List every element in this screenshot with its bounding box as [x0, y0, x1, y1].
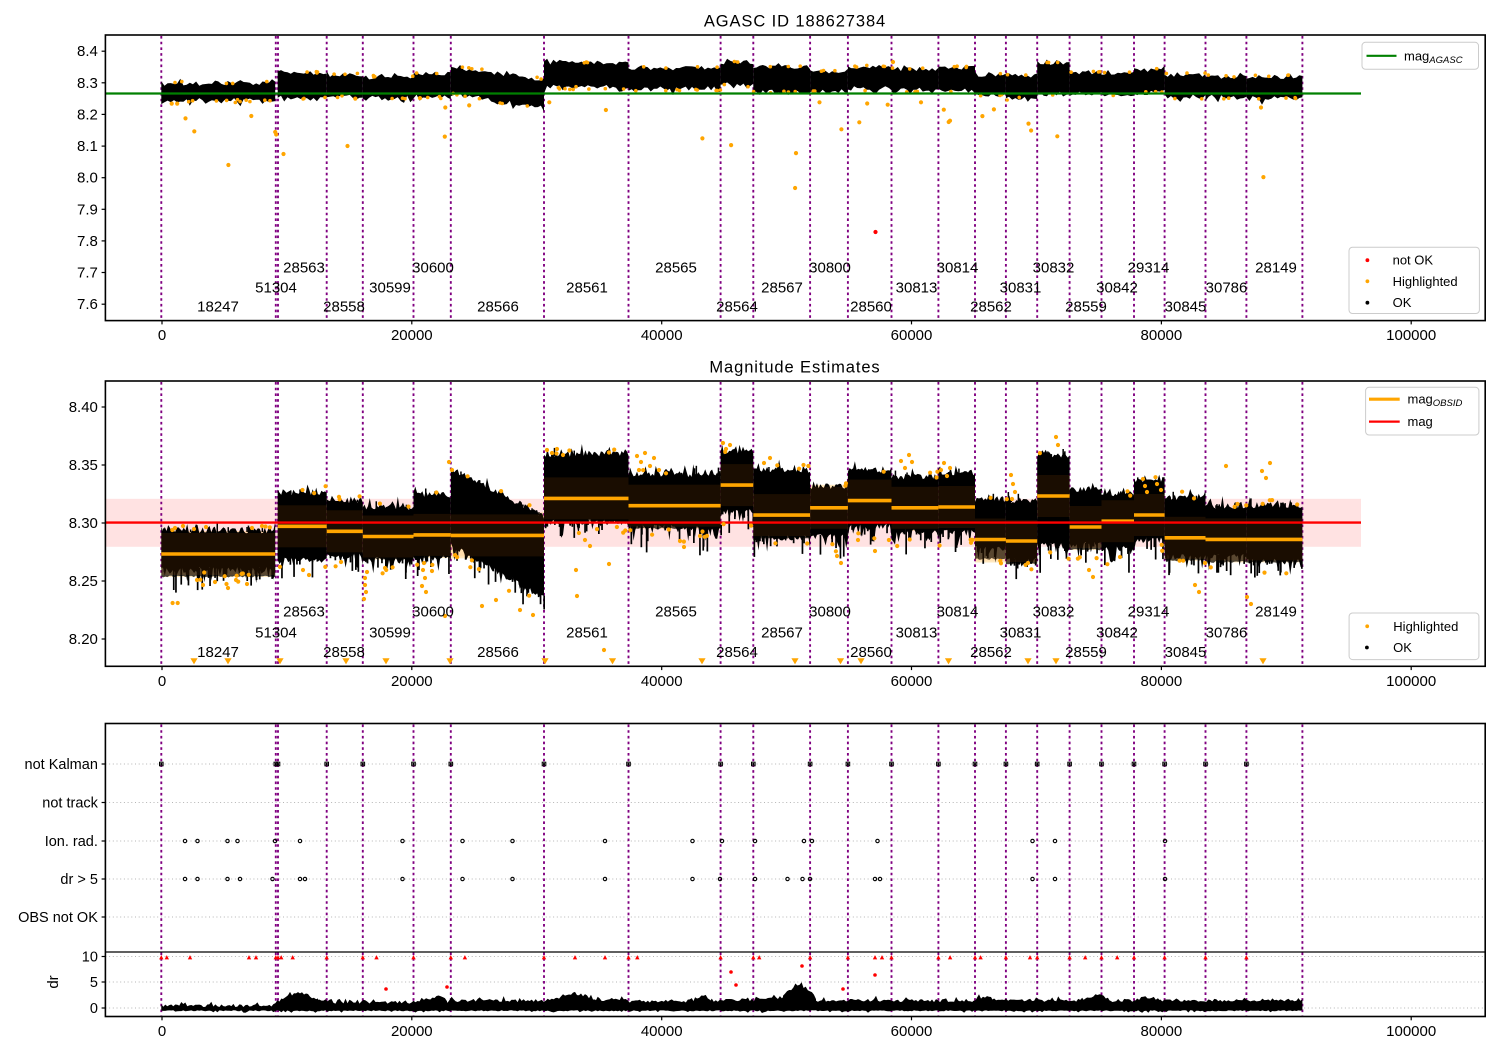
- svg-text:30831: 30831: [1000, 280, 1042, 297]
- svg-text:18247: 18247: [197, 644, 239, 661]
- svg-text:AGASC ID 188627384: AGASC ID 188627384: [704, 13, 886, 31]
- svg-text:28559: 28559: [1065, 299, 1107, 316]
- svg-text:dr > 5: dr > 5: [60, 872, 97, 888]
- svg-text:dr: dr: [45, 975, 62, 988]
- svg-text:8.3: 8.3: [77, 75, 98, 92]
- svg-text:30814: 30814: [937, 604, 979, 621]
- svg-text:30845: 30845: [1165, 299, 1207, 316]
- svg-text:OK: OK: [1393, 640, 1412, 655]
- svg-text:30813: 30813: [896, 625, 938, 642]
- svg-text:60000: 60000: [891, 327, 933, 344]
- svg-text:not OK: not OK: [1393, 253, 1434, 268]
- svg-text:0: 0: [158, 673, 166, 690]
- svg-text:8.30: 8.30: [69, 515, 98, 532]
- svg-text:7.6: 7.6: [77, 296, 98, 313]
- svg-text:60000: 60000: [891, 1023, 933, 1040]
- svg-text:8.35: 8.35: [69, 457, 98, 474]
- svg-text:29314: 29314: [1128, 604, 1170, 621]
- svg-text:28149: 28149: [1255, 604, 1297, 621]
- svg-text:40000: 40000: [641, 1023, 683, 1040]
- svg-text:30786: 30786: [1206, 280, 1248, 297]
- svg-text:29314: 29314: [1128, 260, 1170, 277]
- svg-text:28563: 28563: [283, 260, 325, 277]
- svg-text:28567: 28567: [761, 625, 803, 642]
- svg-text:100000: 100000: [1386, 673, 1436, 690]
- svg-text:5: 5: [90, 975, 98, 991]
- svg-text:28565: 28565: [655, 260, 697, 277]
- svg-text:80000: 80000: [1141, 1023, 1183, 1040]
- svg-text:28564: 28564: [716, 299, 758, 316]
- svg-text:0: 0: [158, 1023, 166, 1040]
- svg-text:8.4: 8.4: [77, 43, 98, 60]
- svg-text:30814: 30814: [937, 260, 979, 277]
- svg-text:28149: 28149: [1255, 260, 1297, 277]
- svg-text:28563: 28563: [283, 604, 325, 621]
- svg-text:8.0: 8.0: [77, 170, 98, 187]
- svg-text:20000: 20000: [391, 673, 433, 690]
- svg-text:not Kalman: not Kalman: [25, 757, 98, 773]
- svg-text:100000: 100000: [1386, 1023, 1436, 1040]
- svg-text:30813: 30813: [896, 280, 938, 297]
- svg-text:28560: 28560: [850, 299, 892, 316]
- svg-text:Highlighted: Highlighted: [1393, 619, 1458, 634]
- svg-text:18247: 18247: [197, 299, 239, 316]
- svg-text:30832: 30832: [1033, 604, 1075, 621]
- svg-text:30800: 30800: [809, 604, 851, 621]
- svg-text:28561: 28561: [566, 280, 608, 297]
- svg-text:OK: OK: [1393, 295, 1412, 310]
- svg-text:8.20: 8.20: [69, 631, 98, 648]
- svg-text:28558: 28558: [323, 299, 365, 316]
- svg-text:80000: 80000: [1141, 327, 1183, 344]
- svg-text:not track: not track: [42, 796, 98, 812]
- svg-text:7.9: 7.9: [77, 201, 98, 218]
- svg-text:30599: 30599: [369, 280, 411, 297]
- svg-text:28558: 28558: [323, 644, 365, 661]
- svg-text:Magnitude Estimates: Magnitude Estimates: [709, 359, 880, 377]
- svg-text:8.40: 8.40: [69, 399, 98, 416]
- svg-text:28565: 28565: [655, 604, 697, 621]
- svg-text:20000: 20000: [391, 327, 433, 344]
- svg-text:80000: 80000: [1141, 673, 1183, 690]
- svg-text:30600: 30600: [412, 260, 454, 277]
- svg-text:28560: 28560: [850, 644, 892, 661]
- svg-text:30842: 30842: [1096, 625, 1138, 642]
- svg-text:30831: 30831: [1000, 625, 1042, 642]
- svg-text:30786: 30786: [1206, 625, 1248, 642]
- svg-text:30832: 30832: [1033, 260, 1075, 277]
- svg-text:30600: 30600: [412, 604, 454, 621]
- svg-text:7.8: 7.8: [77, 233, 98, 250]
- svg-text:0: 0: [90, 1001, 98, 1017]
- svg-text:60000: 60000: [891, 673, 933, 690]
- svg-text:100000: 100000: [1386, 327, 1436, 344]
- svg-text:mag: mag: [1408, 414, 1433, 429]
- svg-text:40000: 40000: [641, 327, 683, 344]
- svg-text:7.7: 7.7: [77, 265, 98, 282]
- svg-text:28566: 28566: [477, 299, 519, 316]
- svg-text:28559: 28559: [1065, 644, 1107, 661]
- svg-text:Highlighted: Highlighted: [1393, 274, 1458, 289]
- svg-text:10: 10: [82, 950, 98, 966]
- svg-text:51304: 51304: [255, 280, 297, 297]
- svg-text:30800: 30800: [809, 260, 851, 277]
- svg-text:40000: 40000: [641, 673, 683, 690]
- svg-text:30845: 30845: [1165, 644, 1207, 661]
- svg-text:28567: 28567: [761, 280, 803, 297]
- svg-text:8.1: 8.1: [77, 138, 98, 155]
- svg-text:28566: 28566: [477, 644, 519, 661]
- svg-text:OBS not OK: OBS not OK: [18, 910, 98, 926]
- svg-text:30842: 30842: [1096, 280, 1138, 297]
- svg-text:51304: 51304: [255, 625, 297, 642]
- svg-text:20000: 20000: [391, 1023, 433, 1040]
- svg-text:8.2: 8.2: [77, 106, 98, 123]
- svg-text:Ion. rad.: Ion. rad.: [45, 834, 98, 850]
- svg-text:28561: 28561: [566, 625, 608, 642]
- svg-text:28562: 28562: [970, 299, 1012, 316]
- svg-text:28562: 28562: [970, 644, 1012, 661]
- svg-text:30599: 30599: [369, 625, 411, 642]
- svg-text:8.25: 8.25: [69, 573, 98, 590]
- svg-text:0: 0: [158, 327, 166, 344]
- svg-text:28564: 28564: [716, 644, 758, 661]
